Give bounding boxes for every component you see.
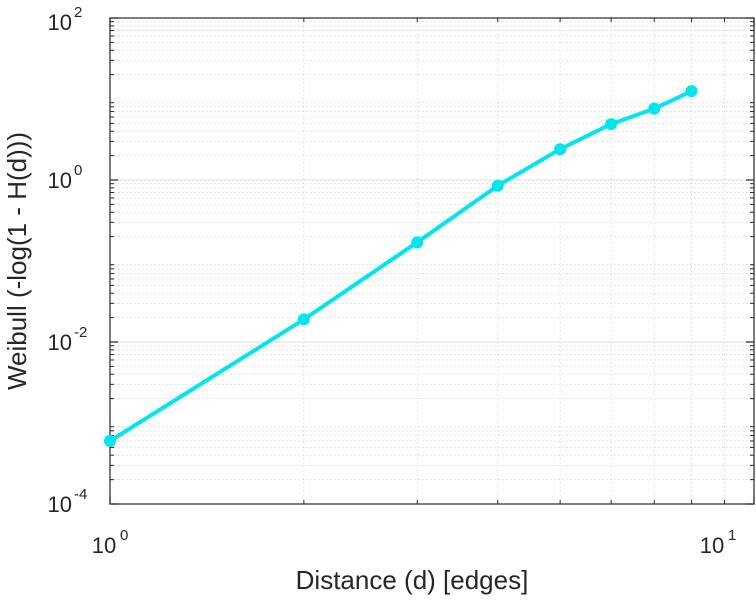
minor-grid [110,18,754,504]
series-layer [104,85,698,447]
data-point [554,143,567,156]
y-axis-label: Weibull (-log(1 - H(d))) [2,132,32,390]
x-tick-label-exponent: 0 [120,527,128,544]
y-tick-label-base: 10 [48,492,72,517]
x-tick-label-base: 10 [700,533,724,558]
y-tick-label-exponent: 2 [74,4,82,21]
x-axis-label: Distance (d) [edges] [296,565,529,595]
data-point [104,434,116,447]
y-tick-label-base: 10 [48,10,72,35]
tick-labels: 10 0 10 110 -410 -210 010 2 [48,4,737,558]
data-point [491,179,504,192]
series-line [108,89,694,443]
data-point [605,118,618,131]
axis-ticks [109,17,755,505]
y-tick-label-exponent: -2 [74,324,87,341]
data-point [648,102,661,115]
x-tick-label-exponent: 1 [728,527,736,544]
plot-frame [109,17,755,505]
x-tick-label-base: 10 [92,533,116,558]
data-point [685,85,698,98]
y-tick-label-base: 10 [48,168,72,193]
data-point [411,236,424,249]
plot-background [110,18,754,504]
y-tick-label-exponent: 0 [74,162,82,179]
y-tick-label-base: 10 [48,330,72,355]
y-tick-label-exponent: -4 [74,486,87,503]
data-point [297,313,310,326]
